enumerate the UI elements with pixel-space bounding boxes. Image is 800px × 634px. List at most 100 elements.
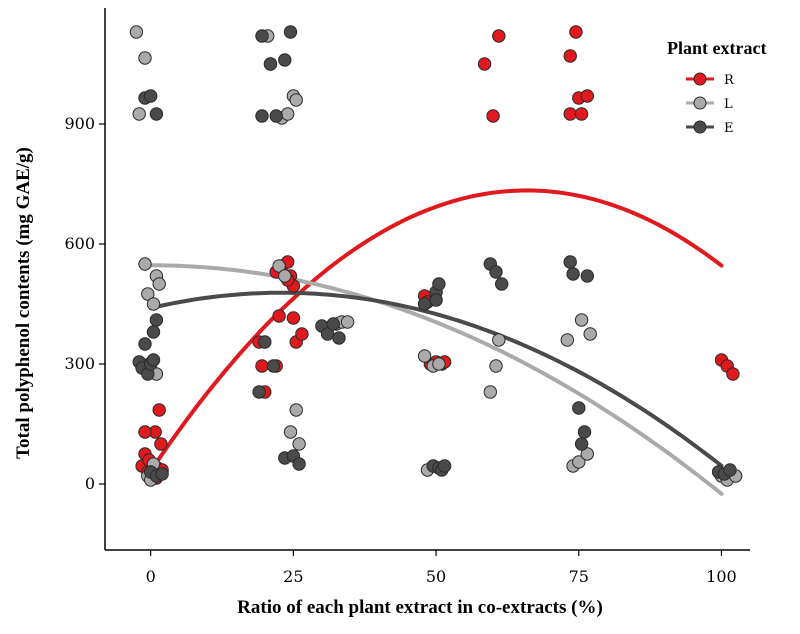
point-r [295,327,309,341]
y-tick-label: 0 [85,474,95,493]
point-r [154,437,168,451]
point-l [483,385,497,399]
point-r [492,29,506,43]
point-e [278,53,292,67]
point-e [292,457,306,471]
legend-title: Plant extract [667,38,766,58]
point-e [495,277,509,291]
point-r [272,309,286,323]
point-e [572,401,586,415]
point-l [417,349,432,363]
point-e [155,467,169,481]
point-l [138,257,152,271]
point-l [132,107,146,121]
axes [99,8,750,556]
point-l [572,455,586,469]
legend-label-r: R [724,73,735,88]
point-e [432,277,446,291]
point-l [283,425,298,439]
point-l [289,403,303,417]
x-tick-label: 0 [146,567,156,586]
point-r [726,367,740,381]
point-l [492,333,506,347]
x-tick-label: 50 [426,567,446,586]
legend-label-e: E [724,121,734,136]
point-e [144,89,158,103]
point-r [563,107,577,121]
x-tick-label: 25 [283,567,303,586]
point-r [152,403,166,417]
point-e [723,463,737,477]
point-l [560,333,574,347]
point-l [340,315,355,329]
legend-label-l: L [724,97,733,112]
point-e [437,459,452,473]
point-e [258,335,272,349]
point-l [281,107,295,121]
point-l [152,277,166,291]
point-e [149,313,164,327]
point-r [569,25,583,39]
point-e [266,359,281,373]
point-r [486,109,500,123]
point-l [489,359,503,373]
point-l [432,357,446,371]
point-e [269,109,283,123]
point-e [577,425,592,439]
trend-curves [148,188,724,496]
x-tick-label: 100 [706,567,737,586]
point-l [292,437,306,451]
point-r [255,359,269,373]
point-e [580,269,594,283]
point-l [138,51,152,65]
point-l [272,259,286,273]
point-e [566,267,580,281]
point-e [146,325,161,339]
point-l [580,447,594,461]
point-l [278,269,292,283]
y-axis-title: Total polyphenol contents (mg GAE/g) [13,147,34,459]
legend-marker-l [693,96,707,110]
data-points [129,25,743,487]
trend-curve-l [148,263,724,496]
point-e [326,317,340,331]
x-tick-label: 75 [569,567,589,586]
point-l [129,25,144,39]
trend-curve-e [148,290,724,468]
point-e [149,107,164,121]
y-tick-label: 900 [64,114,95,133]
point-e [429,293,443,307]
point-l [289,93,303,107]
y-tick-label: 600 [64,234,95,253]
trend-curve-r [148,188,724,473]
point-r [574,107,589,121]
point-e [146,353,161,367]
point-l [574,313,589,327]
x-axis-title: Ratio of each plant extract in co-extrac… [237,597,603,618]
point-r [580,89,594,103]
point-r [563,49,577,63]
point-r [477,57,492,71]
point-e [417,297,432,311]
point-e [263,57,278,71]
point-e [252,385,266,399]
y-tick-label: 300 [64,354,95,373]
point-e [255,29,269,43]
point-e [283,25,298,39]
point-l [146,297,161,311]
point-e [138,337,152,351]
point-e [563,255,577,269]
legend: Plant extract RLE [667,38,766,136]
legend-marker-e [693,120,707,134]
point-r [286,311,301,325]
legend-marker-r [693,72,707,86]
point-e [489,265,503,279]
tick-labels: 0 25 50 75 100 0 300 600 900 [64,114,736,586]
point-l [141,287,155,301]
point-l [583,327,597,341]
point-e [255,109,269,123]
point-r [138,425,152,439]
point-e [332,331,346,345]
point-e [574,437,589,451]
